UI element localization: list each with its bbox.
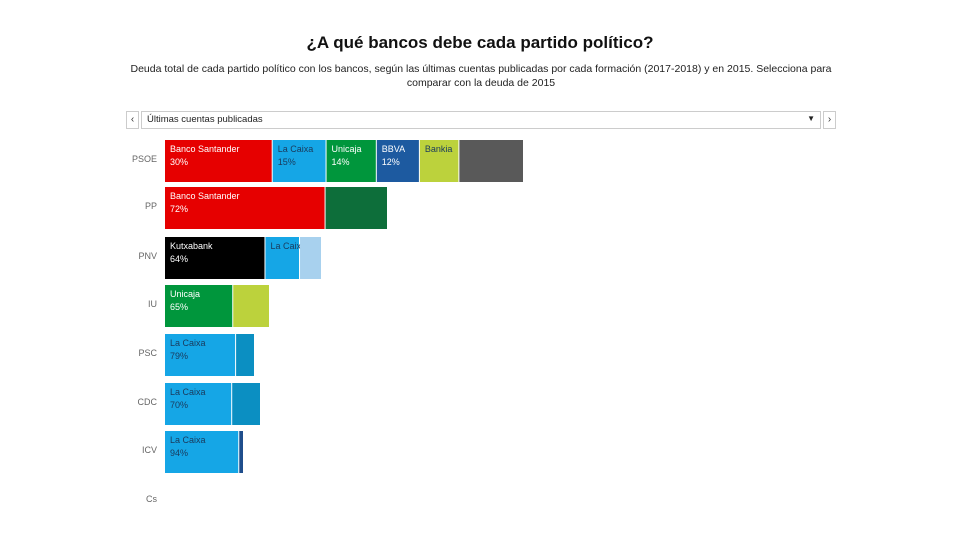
period-select[interactable]: Últimas cuentas publicadas ▼ [141,111,821,129]
next-option-button[interactable]: › [823,111,836,129]
segment-pct-label: 72% [170,204,188,214]
bar-segment-psoe-3[interactable] [376,140,419,182]
bar-segment-pp-0[interactable] [165,187,325,229]
bar-segment-iu-1[interactable] [233,285,269,327]
period-selector: ‹ Últimas cuentas publicadas ▼ › [126,111,836,129]
bar-segment-pnv-2[interactable] [300,237,321,279]
bar-segment-cdc-0[interactable] [165,383,232,425]
period-select-value: Últimas cuentas publicadas [147,114,263,125]
segment-pct-label: 79% [170,351,188,361]
bar-segment-icv-1[interactable] [239,431,243,473]
chart-title: ¿A qué bancos debe cada partido político… [306,33,654,52]
segment-label: Unicaja [170,289,200,299]
caret-down-icon: ▼ [807,114,815,123]
segment-label: La Caixa [270,241,306,251]
previous-option-button[interactable]: ‹ [126,111,139,129]
bar-segment-icv-0[interactable] [165,431,239,473]
party-label-cs: Cs [146,494,157,504]
bar-segment-psc-0[interactable] [165,334,236,376]
segment-label: Banco Santander [170,144,240,154]
segment-label: La Caixa [170,387,206,397]
bar-segment-pp-1[interactable] [325,187,387,229]
subtitle-line-1: Deuda total de cada partido político con… [130,63,832,75]
party-label-icv: ICV [142,445,157,455]
bar-segment-pnv-1[interactable] [265,237,300,279]
subtitle-line-2: comparar con la deuda de 2015 [406,77,556,89]
segment-label: BBVA [382,144,405,154]
segment-pct-label: 94% [170,448,188,458]
segment-pct-label: 14% [332,157,350,167]
bar-segment-psoe-2[interactable] [326,140,376,182]
segment-pct-label: 12% [382,157,400,167]
segment-label: Banco Santander [170,191,240,201]
segment-label: Bankia [425,144,453,154]
party-label-psoe: PSOE [132,154,157,164]
party-label-pp: PP [145,201,157,211]
segment-pct-label: 70% [170,400,188,410]
bar-segment-psoe-0[interactable] [165,140,272,182]
bar-segment-cdc-1[interactable] [232,383,260,425]
chevron-left-icon: ‹ [130,114,135,125]
segment-label: La Caixa [170,435,206,445]
segment-pct-label: 64% [170,254,188,264]
party-label-iu: IU [148,299,157,309]
segment-label: La Caixa [170,338,206,348]
bar-segment-psoe-5[interactable] [459,140,523,182]
party-label-cdc: CDC [138,397,158,407]
segment-pct-label: 30% [170,157,188,167]
bar-segment-pnv-0[interactable] [165,237,265,279]
bar-segment-iu-0[interactable] [165,285,233,327]
party-label-pnv: PNV [138,251,157,261]
bar-segment-psoe-1[interactable] [272,140,326,182]
chart-subtitle: Deuda total de cada partido político con… [128,62,834,90]
bar-segment-psc-1[interactable] [236,334,254,376]
party-label-psc: PSC [138,348,157,358]
bar-segment-psoe-4[interactable] [419,140,459,182]
segment-label: Kutxabank [170,241,213,251]
segment-pct-label: 65% [170,302,188,312]
chevron-right-icon: › [827,114,832,125]
segment-pct-label: 15% [278,157,296,167]
segment-label: La Caixa [278,144,314,154]
segment-label: Unicaja [332,144,362,154]
